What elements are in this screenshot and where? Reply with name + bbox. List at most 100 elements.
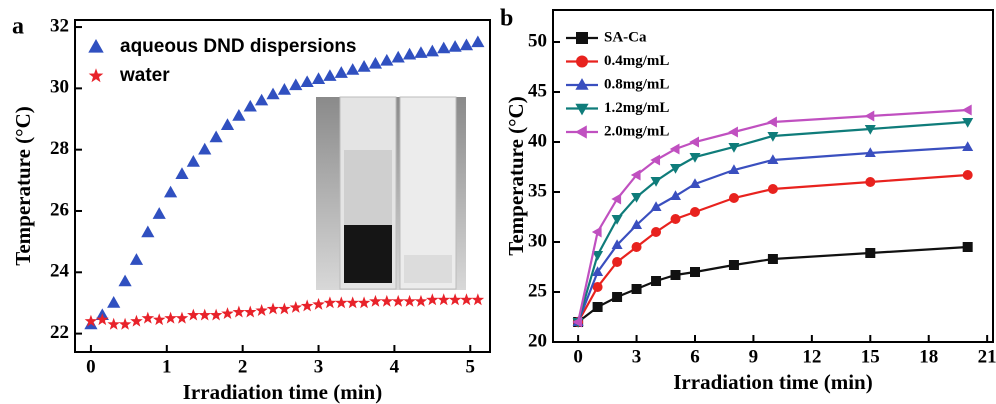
data-point (728, 143, 740, 153)
data-point (323, 296, 337, 309)
legend-marker (575, 103, 589, 116)
data-point (152, 207, 166, 219)
legend-marker (576, 55, 588, 68)
data-point (437, 41, 451, 54)
data-point (335, 296, 348, 309)
legend-label: 1.2mg/mL (604, 100, 669, 116)
data-point (187, 308, 200, 321)
y-tick-label: 30 (528, 230, 547, 251)
data-point (670, 270, 681, 280)
y-tick-label: 20 (528, 330, 547, 351)
x-tick-label: 0 (86, 356, 96, 377)
data-point (650, 177, 662, 187)
x-axis-title: Irradiation time (min) (673, 370, 872, 394)
data-point (865, 248, 876, 258)
data-point (255, 304, 268, 316)
data-point (572, 316, 583, 328)
y-tick-label: 24 (50, 261, 70, 282)
data-point (630, 169, 641, 181)
data-point (611, 239, 623, 249)
data-point (592, 266, 604, 276)
data-point (592, 282, 603, 292)
data-point (728, 193, 739, 204)
y-axis-title: Temperature (°C) (504, 96, 528, 255)
data-point (864, 125, 876, 135)
y-tick-label: 32 (50, 15, 69, 36)
data-point (592, 302, 603, 312)
data-point (611, 193, 622, 205)
data-point (650, 154, 661, 166)
x-tick-label: 9 (749, 346, 759, 367)
legend-label: aqueous DND dispersions (120, 36, 357, 57)
data-point (865, 177, 876, 187)
x-tick-label: 4 (390, 356, 400, 377)
data-point (670, 190, 682, 200)
plot-frame (552, 9, 994, 343)
data-point (414, 294, 428, 307)
data-point (689, 136, 699, 148)
data-point (289, 300, 303, 313)
data-point (689, 267, 700, 277)
data-point (631, 219, 643, 229)
data-point (300, 75, 314, 88)
data-point (118, 274, 132, 287)
y-tick-label: 28 (50, 138, 69, 159)
data-point (198, 308, 212, 321)
x-axis-title: Irradiation time (min) (183, 380, 382, 404)
data-point (631, 193, 643, 203)
x-tick-label: 18 (919, 346, 938, 367)
data-point (402, 47, 417, 60)
x-tick-label: 21 (978, 346, 996, 367)
data-point (96, 313, 109, 326)
data-point (311, 72, 326, 84)
data-point (767, 184, 778, 194)
data-point (437, 293, 450, 306)
legend-marker (575, 78, 589, 90)
legend-label: SA-Ca (604, 29, 647, 45)
data-point (471, 35, 485, 48)
data-point (425, 44, 439, 57)
data-point (266, 87, 280, 100)
legend-label: water (119, 65, 170, 86)
data-point (118, 317, 132, 330)
data-point (129, 253, 144, 265)
y-tick-label: 26 (50, 199, 69, 220)
data-point (864, 147, 876, 157)
data-point (962, 242, 973, 252)
data-point (209, 308, 223, 321)
data-point (414, 46, 428, 58)
data-point (266, 302, 280, 315)
data-point (141, 225, 155, 238)
data-point (728, 164, 740, 174)
data-point (380, 294, 394, 307)
data-point (243, 305, 257, 318)
data-point (209, 130, 223, 143)
data-point (163, 185, 178, 198)
data-point (689, 207, 700, 217)
data-point (864, 110, 875, 122)
y-tick-label: 50 (528, 30, 547, 51)
data-point (403, 294, 416, 307)
data-point (651, 227, 662, 237)
data-point (152, 313, 166, 326)
data-point (369, 294, 382, 307)
data-point (631, 284, 642, 294)
data-point (962, 170, 973, 180)
data-point (357, 60, 371, 72)
legend-label: 2.0mg/mL (604, 123, 669, 139)
data-point (631, 241, 642, 253)
data-point (232, 305, 246, 318)
x-tick-label: 0 (573, 346, 583, 367)
x-tick-label: 2 (238, 356, 248, 377)
inset-photo (316, 96, 466, 290)
y-axis-title: Temperature (°C) (11, 106, 35, 265)
legend-marker (88, 38, 104, 53)
data-point (300, 299, 314, 312)
plot-frame (74, 19, 491, 353)
legend-label: 0.8mg/mL (604, 76, 669, 92)
data-point (767, 116, 777, 128)
x-tick-label: 3 (632, 346, 642, 367)
data-point (278, 302, 291, 315)
data-point (767, 154, 779, 164)
